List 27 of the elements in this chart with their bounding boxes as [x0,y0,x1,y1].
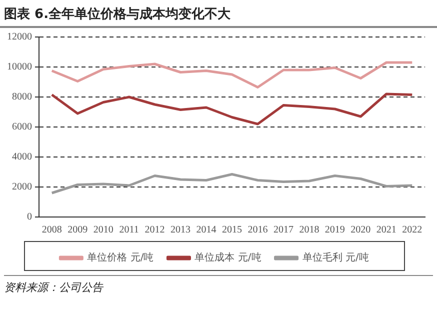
x-tick-label: 2017 [273,224,294,236]
x-tick-label: 2018 [299,224,320,236]
y-tick-label: 10000 [7,62,32,73]
chart-title: 图表 6.全年单位价格与成本均变化不大 [0,0,437,28]
x-tick-label: 2022 [402,224,422,236]
text: 资料来源：公司公告 [4,275,433,295]
x-tick-label: 2020 [350,224,371,236]
legend-label: 单位价格 元/吨 [87,252,154,264]
y-tick-label: 12000 [7,32,32,43]
x-tick-label: 2021 [376,224,396,236]
x-tick-label: 2008 [42,224,62,236]
legend-label: 单位毛利 元/吨 [302,252,369,264]
y-tick-label: 6000 [12,122,32,133]
y-tick-label: 2000 [12,182,32,193]
x-tick-label: 2013 [170,224,191,236]
x-tick-label: 2012 [144,224,165,236]
y-tick-label: 0 [27,212,32,223]
x-tick-label: 2015 [222,224,242,236]
legend-label: 单位成本 元/吨 [194,252,262,264]
x-tick-label: 2016 [248,224,268,236]
x-tick-label: 2010 [93,224,114,236]
x-tick-label: 2019 [324,224,345,236]
y-tick-label: 4000 [12,152,32,163]
x-tick-label: 2009 [68,224,88,236]
x-tick-label: 2014 [196,224,216,236]
y-tick-label: 8000 [12,92,32,103]
x-tick-label: 2011 [119,224,139,236]
